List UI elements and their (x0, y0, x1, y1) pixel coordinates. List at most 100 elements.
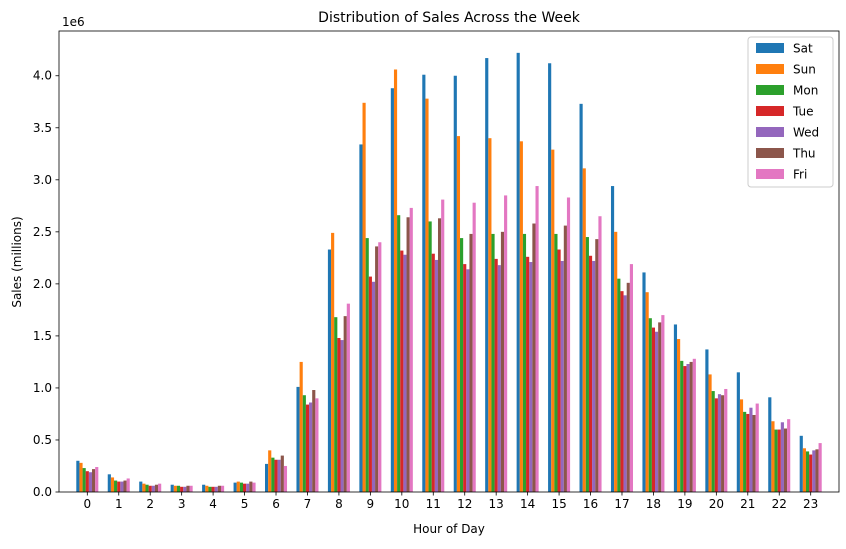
bar-sun-9 (362, 102, 366, 493)
y-tick-label: 0.5 (33, 433, 52, 447)
x-tick-label: 11 (426, 497, 441, 511)
bar-wed-12 (466, 269, 470, 492)
bar-sun-0 (79, 462, 83, 492)
bar-fri-3 (189, 485, 193, 492)
x-tick-label: 3 (178, 497, 186, 511)
bar-tue-9 (368, 276, 372, 492)
bar-mon-19 (680, 360, 684, 492)
legend-swatch-fri (756, 169, 784, 179)
bar-tue-5 (242, 483, 247, 492)
bar-sat-18 (642, 272, 646, 492)
bar-mon-7 (302, 395, 306, 492)
bar-wed-0 (88, 472, 93, 492)
bar-thu-5 (249, 481, 253, 492)
bar-tue-0 (85, 471, 89, 492)
bar-sat-3 (170, 484, 174, 492)
bar-tue-4 (211, 486, 215, 492)
y-tick-label: 3.0 (33, 173, 52, 187)
bar-mon-10 (397, 215, 401, 492)
bar-mon-8 (334, 317, 338, 492)
bar-thu-8 (343, 316, 347, 492)
bar-wed-20 (717, 394, 722, 492)
bar-thu-19 (689, 361, 693, 492)
bar-sun-7 (299, 361, 303, 492)
bar-sat-5 (233, 482, 237, 492)
bar-thu-18 (658, 322, 662, 492)
bar-mon-20 (711, 391, 715, 492)
bar-tue-2 (148, 485, 152, 492)
bar-sat-14 (516, 52, 520, 492)
bar-mon-13 (491, 233, 495, 493)
bar-tue-17 (620, 291, 624, 492)
bar-wed-16 (592, 260, 596, 492)
bar-wed-11 (434, 259, 438, 492)
bar-sun-12 (456, 136, 461, 492)
bar-mon-5 (239, 482, 243, 492)
x-tick-label: 13 (489, 497, 504, 511)
legend-label-mon: Mon (793, 84, 818, 98)
bar-sun-5 (236, 481, 240, 492)
legend-swatch-wed (756, 127, 784, 137)
bar-fri-5 (252, 482, 256, 492)
bar-thu-20 (721, 395, 725, 492)
x-tick-label: 22 (772, 497, 787, 511)
bar-fri-2 (158, 483, 162, 492)
bar-thu-0 (92, 469, 96, 492)
y-axis-label: Sales (millions) (10, 216, 24, 307)
legend-label-tue: Tue (792, 105, 814, 119)
bar-fri-7 (315, 398, 319, 492)
bar-mon-21 (743, 411, 747, 492)
bar-wed-6 (277, 459, 281, 492)
y-tick-label: 1.5 (33, 329, 52, 343)
bar-wed-7 (309, 402, 313, 492)
bar-fri-19 (692, 358, 696, 492)
y-tick-label: 2.5 (33, 225, 52, 239)
bar-sat-13 (485, 58, 489, 493)
bar-wed-18 (655, 331, 659, 492)
bar-mon-9 (365, 238, 369, 492)
bar-sat-19 (673, 324, 678, 492)
bar-sat-20 (705, 349, 709, 492)
bar-sun-6 (268, 450, 272, 492)
bar-sat-21 (736, 372, 740, 492)
bar-sat-17 (610, 186, 615, 493)
y-tick-label: 2.0 (33, 277, 52, 291)
bar-fri-6 (283, 465, 288, 492)
x-tick-label: 18 (646, 497, 661, 511)
bar-tue-21 (746, 413, 750, 492)
bar-thu-15 (563, 225, 567, 492)
x-tick-label: 15 (551, 497, 566, 511)
bar-wed-23 (812, 450, 816, 492)
y-axis-offset-text: 1e6 (62, 15, 85, 29)
bar-wed-21 (749, 407, 753, 492)
x-tick-label: 2 (146, 497, 154, 511)
bar-tue-6 (274, 459, 278, 492)
bar-sun-4 (205, 485, 209, 492)
bar-sun-21 (739, 399, 744, 492)
x-tick-label: 16 (583, 497, 598, 511)
bar-sun-14 (519, 141, 523, 492)
x-tick-label: 7 (304, 497, 312, 511)
bar-fri-23 (818, 443, 822, 492)
bar-sun-20 (708, 374, 712, 492)
bar-thu-14 (532, 223, 536, 492)
legend-swatch-sat (756, 43, 784, 53)
bar-wed-14 (529, 262, 533, 492)
bar-tue-19 (683, 366, 687, 492)
bar-sat-2 (139, 481, 143, 492)
bar-tue-20 (714, 398, 718, 492)
legend-swatch-tue (756, 106, 784, 116)
bars-layer (76, 52, 822, 493)
bar-tue-3 (180, 486, 184, 492)
bar-sun-13 (488, 138, 492, 492)
bar-sun-1 (110, 477, 115, 492)
bar-mon-11 (428, 221, 432, 492)
bar-sun-8 (331, 232, 335, 492)
bar-fri-21 (755, 403, 759, 492)
bar-mon-15 (554, 233, 558, 493)
bar-tue-16 (588, 255, 593, 492)
bar-wed-1 (120, 481, 124, 492)
x-tick-label: 23 (803, 497, 818, 511)
bar-sun-16 (582, 168, 586, 493)
